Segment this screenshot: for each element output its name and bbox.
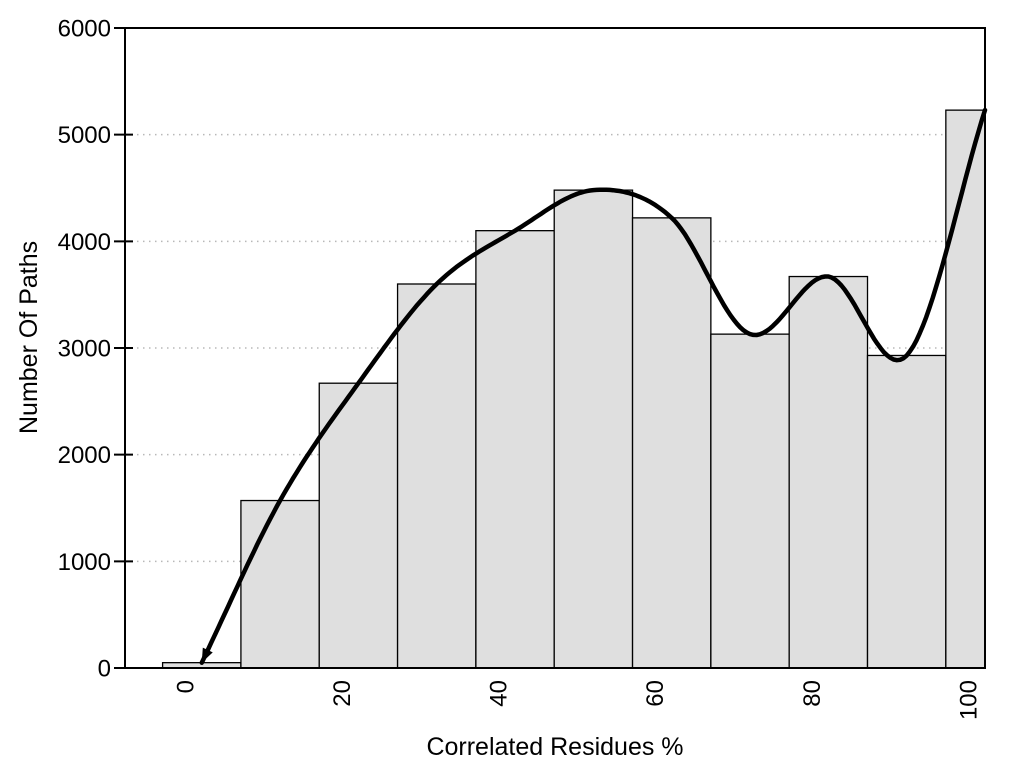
y-axis-tick-label: 4000 bbox=[58, 229, 111, 256]
x-axis-title: Correlated Residues % bbox=[426, 733, 684, 761]
y-axis-tick-label: 1000 bbox=[58, 549, 111, 576]
smooth-curve bbox=[199, 107, 988, 665]
x-axis-tick-label: 0 bbox=[172, 680, 199, 693]
curve-start-arrowhead bbox=[201, 647, 213, 663]
x-axis-tick-label: 20 bbox=[329, 680, 356, 707]
histogram-bar bbox=[240, 499, 320, 669]
histogram-bar bbox=[318, 382, 399, 669]
histogram-bar bbox=[945, 109, 986, 669]
x-axis-tick-label: 100 bbox=[956, 680, 983, 720]
y-axis-tick-label: 5000 bbox=[58, 122, 111, 149]
histogram-bar bbox=[710, 333, 790, 669]
x-axis-tick-label: 60 bbox=[642, 680, 669, 707]
histogram-bar bbox=[475, 230, 555, 669]
y-axis-title: Number Of Paths bbox=[15, 240, 43, 434]
x-axis-tick-label: 40 bbox=[486, 680, 513, 707]
histogram-bar bbox=[396, 283, 477, 669]
y-axis-tick-label: 6000 bbox=[58, 16, 111, 43]
y-axis-tick-label: 3000 bbox=[58, 336, 111, 363]
x-axis-tick-label: 80 bbox=[799, 680, 826, 707]
y-axis-tick-label: 2000 bbox=[58, 442, 111, 469]
y-axis-tick-label: 0 bbox=[98, 656, 111, 683]
histogram-bar bbox=[788, 275, 869, 669]
histogram-bar bbox=[631, 217, 712, 669]
histogram-bar bbox=[553, 189, 634, 669]
plot-border bbox=[124, 27, 986, 669]
histogram-bar bbox=[866, 354, 947, 669]
